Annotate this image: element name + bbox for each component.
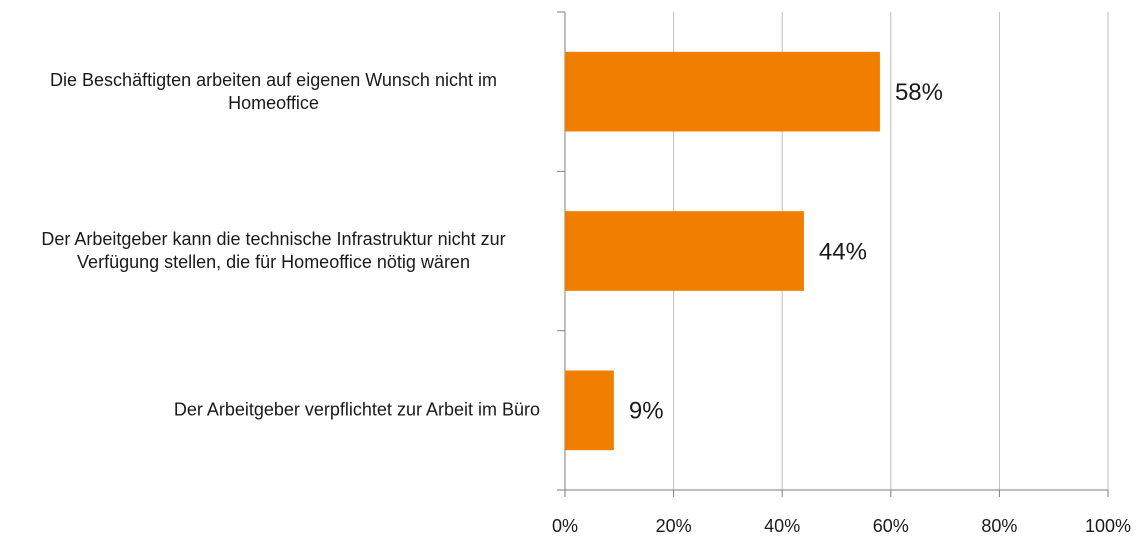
x-tick-label: 100% [1085,516,1131,536]
data-label: 44% [819,238,867,265]
x-tick-label: 0% [552,516,578,536]
y-tick-label: Die Beschäftigten arbeiten auf eigenen W… [50,69,497,113]
y-tick-label: Der Arbeitgeber verpflichtet zur Arbeit … [173,399,540,420]
bar [565,370,614,451]
data-label: 9% [629,398,664,425]
category-label-box: Der Arbeitgeber kann die technische Infr… [0,228,540,274]
y-tick-label: Der Arbeitgeber kann die technische Infr… [41,229,506,272]
data-label: 58% [895,79,943,106]
x-tick-label: 80% [981,516,1017,536]
x-tick-label: 20% [656,516,692,536]
x-tick-label: 40% [764,516,800,536]
category-label-box: Der Arbeitgeber verpflichtet zur Arbeit … [0,399,540,422]
bar [565,51,880,132]
x-tick-label: 60% [873,516,909,536]
bar [565,211,804,291]
category-label-box: Die Beschäftigten arbeiten auf eigenen W… [0,69,540,115]
